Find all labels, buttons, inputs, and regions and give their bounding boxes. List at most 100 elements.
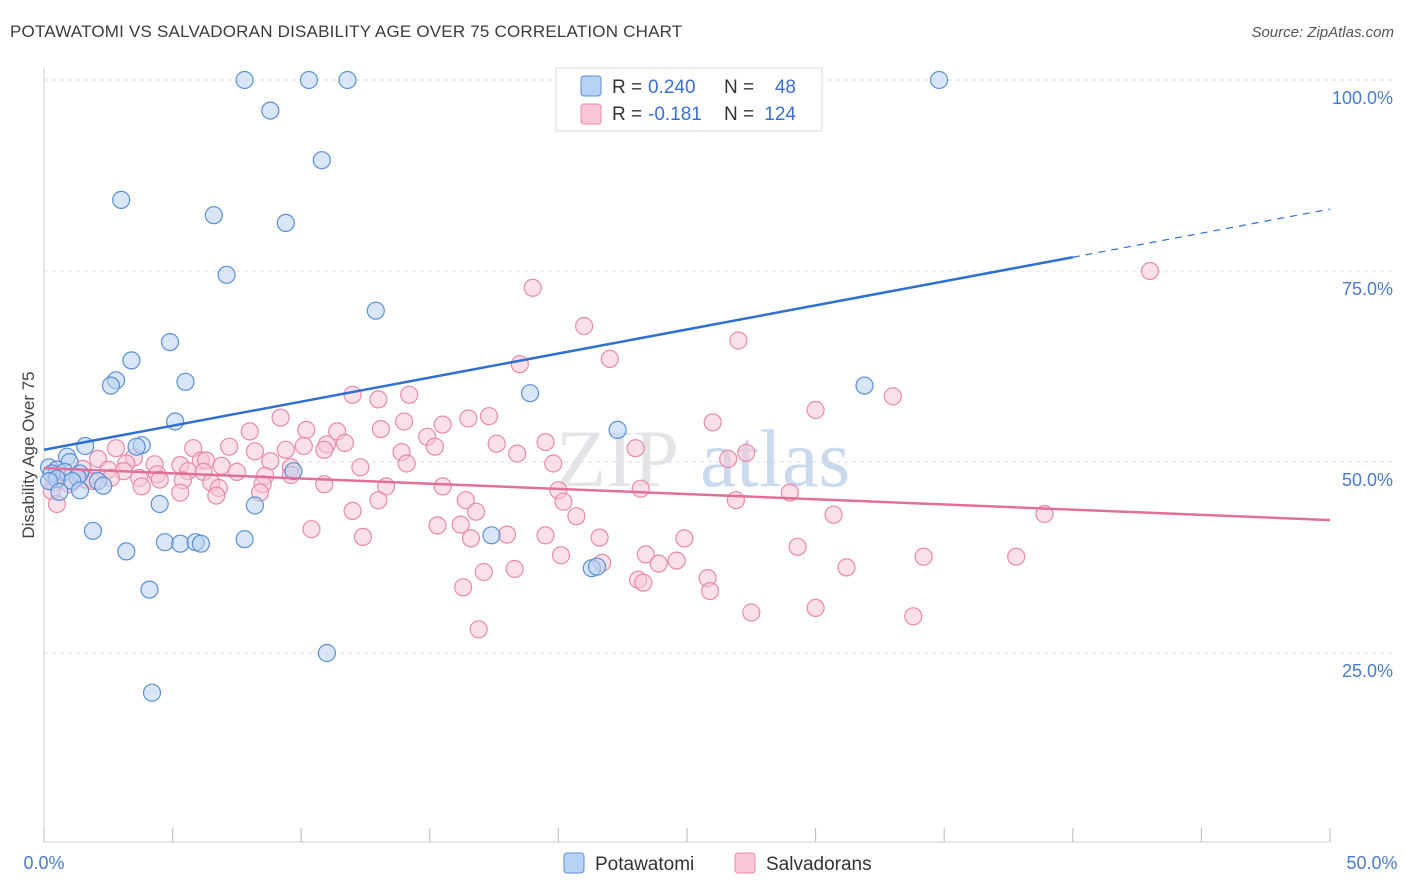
y-tick-label-25: 25.0% — [1342, 661, 1393, 681]
salvadorans-point-16 — [433, 415, 452, 434]
potawatomi-point-0 — [235, 70, 254, 90]
salvadorans-point-89 — [343, 501, 362, 520]
salvadorans-point-121 — [904, 607, 923, 626]
potawatomi-point-9 — [217, 265, 236, 284]
potawatomi-point-52 — [317, 643, 336, 663]
salvadorans-point-33 — [276, 440, 295, 459]
legend-r-value-1: 0.240 — [648, 77, 696, 98]
salvadorans-point-84 — [369, 491, 388, 510]
salvadorans-point-106 — [914, 547, 933, 566]
x-tick-label-min: 0.0% — [23, 853, 64, 873]
series-legend-label-potawatomi: Potawatomi — [595, 854, 694, 875]
salvadorans-point-120 — [806, 598, 825, 618]
salvadorans-point-91 — [567, 507, 586, 526]
salvadorans-point-3 — [729, 331, 748, 350]
salvadorans-point-98 — [675, 529, 694, 548]
potawatomi-point-39 — [150, 494, 169, 514]
legend-n-value-1: 48 — [775, 77, 796, 98]
salvadorans-point-100 — [302, 520, 321, 539]
potawatomi-point-7 — [204, 206, 223, 225]
potawatomi-point-13 — [176, 372, 195, 391]
correlation-legend: R = 0.240 N = 48 R = -0.181 N = 124 — [555, 67, 823, 132]
salvadorans-point-117 — [454, 578, 473, 597]
salvadorans-point-38 — [719, 449, 738, 468]
potawatomi-point-51 — [140, 580, 159, 599]
salvadorans-point-8 — [400, 385, 419, 404]
potawatomi-point-41 — [83, 521, 103, 540]
salvadorans-point-7 — [369, 390, 388, 409]
salvadorans-point-15 — [703, 413, 722, 432]
salvadorans-point-6 — [343, 385, 362, 404]
salvadorans-point-111 — [837, 558, 856, 577]
salvadorans-point-10 — [806, 400, 825, 420]
salvadorans-point-34 — [315, 440, 334, 459]
potawatomi-point-8 — [276, 213, 295, 232]
potawatomi-point-38 — [284, 462, 303, 481]
salvadorans-point-101 — [353, 527, 372, 547]
salvadorans-point-17 — [371, 420, 390, 439]
salvadorans-point-71 — [433, 477, 452, 496]
salvadorans-point-2 — [574, 316, 594, 336]
series-legend-swatch-potawatomi — [563, 852, 585, 874]
salvadorans-point-116 — [634, 573, 653, 592]
salvadorans-point-36 — [508, 444, 527, 463]
salvadorans-point-112 — [649, 554, 668, 573]
salvadorans-point-110 — [505, 559, 524, 579]
salvadorans-point-122 — [469, 620, 488, 639]
salvadorans-point-5 — [510, 355, 529, 374]
salvadorans-point-75 — [132, 477, 151, 496]
salvadorans-point-19 — [297, 420, 316, 439]
salvadorans-point-12 — [459, 409, 478, 428]
potawatomi-point-40 — [245, 496, 264, 515]
salvadorans-point-119 — [742, 603, 761, 622]
salvadorans-point-21 — [335, 433, 354, 452]
salvadorans-point-82 — [171, 483, 190, 502]
legend-r-label-2: R = — [612, 104, 642, 125]
potawatomi-point-53 — [142, 683, 162, 702]
potawatomi-point-6 — [112, 190, 131, 209]
trend-lines — [43, 208, 1331, 522]
salvadorans-point-18 — [240, 422, 259, 441]
salvadorans-point-85 — [456, 491, 475, 510]
salvadorans-point-104 — [551, 546, 571, 565]
potawatomi-point-36 — [70, 481, 90, 500]
salvadorans-point-25 — [487, 434, 506, 453]
chart-title: POTAWATOMI VS SALVADORAN DISABILITY AGE … — [10, 22, 683, 41]
legend-n-label-1: N = — [724, 77, 754, 98]
salvadorans-point-90 — [467, 502, 486, 521]
potawatomi-trend-line — [43, 256, 1074, 452]
potawatomi-point-1 — [299, 70, 318, 90]
salvadorans-point-94 — [428, 516, 447, 535]
potawatomi-point-47 — [235, 530, 254, 549]
salvadorans-point-107 — [1007, 547, 1026, 566]
series-legend: Potawatomi Salvadorans — [563, 852, 872, 875]
salvadorans-point-4 — [600, 349, 619, 368]
potawatomi-point-37 — [50, 482, 69, 501]
salvadorans-point-13 — [479, 407, 499, 426]
salvadorans-point-97 — [590, 528, 609, 547]
potawatomi-point-3 — [929, 70, 949, 90]
potawatomi-point-19 — [608, 420, 627, 439]
potawatomi-point-42 — [482, 526, 501, 545]
potawatomi-point-44 — [171, 534, 190, 553]
salvadorans-point-86 — [554, 492, 573, 511]
potawatomi-point-17 — [520, 384, 540, 403]
potawatomi-trend-extension — [1072, 208, 1331, 258]
legend-swatch-salvadorans — [580, 103, 602, 125]
potawatomi-point-48 — [117, 542, 136, 561]
salvadorans-point-58 — [227, 462, 246, 481]
legend-swatch-potawatomi — [580, 75, 602, 97]
salvadorans-point-92 — [824, 505, 843, 524]
potawatomi-point-43 — [155, 533, 174, 552]
potawatomi-point-22 — [127, 437, 146, 456]
salvadorans-point-31 — [220, 437, 239, 456]
potawatomi-point-10 — [366, 301, 385, 320]
y-tick-label-100: 100.0% — [1332, 88, 1393, 108]
potawatomi-point-16 — [855, 376, 874, 395]
salvadorans-point-95 — [451, 515, 470, 534]
salvadorans-point-109 — [667, 551, 686, 570]
salvadorans-point-44 — [397, 454, 416, 473]
salvadorans-point-23 — [536, 433, 555, 452]
salvadorans-point-37 — [737, 443, 756, 462]
